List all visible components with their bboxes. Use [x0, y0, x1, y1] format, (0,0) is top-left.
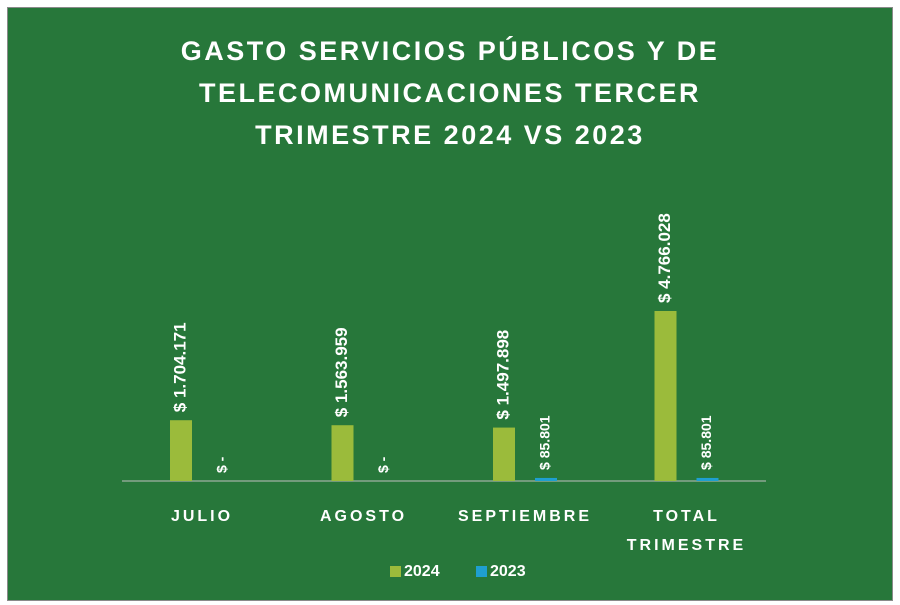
bar [654, 311, 677, 481]
value-label: $ 85.801 [537, 415, 553, 470]
bar [493, 427, 515, 481]
legend-swatch [390, 566, 401, 577]
x-tick-label: AGOSTO [319, 508, 408, 525]
legend-label: 2024 [404, 563, 440, 580]
value-label: $ 4.766.028 [655, 213, 674, 303]
value-label: $ 85.801 [698, 415, 714, 470]
legend-label: 2023 [490, 563, 526, 580]
value-label: $ - [214, 456, 230, 473]
x-tick-label: TOTAL TRIMESTRE [626, 508, 747, 554]
chart-title: GASTO SERVICIOS PÚBLICOS Y DE TELECOMUNI… [180, 36, 720, 150]
x-tick-label: SEPTIEMBRE [457, 508, 592, 525]
chart-area [7, 7, 893, 601]
legend-swatch [476, 566, 487, 577]
value-label: $ 1.704.171 [170, 322, 189, 412]
bar [170, 420, 192, 481]
x-tick-label: JULIO [170, 508, 234, 525]
bar [535, 477, 557, 481]
bar [696, 477, 719, 481]
bar [331, 425, 354, 481]
value-label: $ 1.497.898 [493, 330, 512, 420]
value-label: $ - [375, 456, 391, 473]
value-label: $ 1.563.959 [332, 327, 351, 417]
